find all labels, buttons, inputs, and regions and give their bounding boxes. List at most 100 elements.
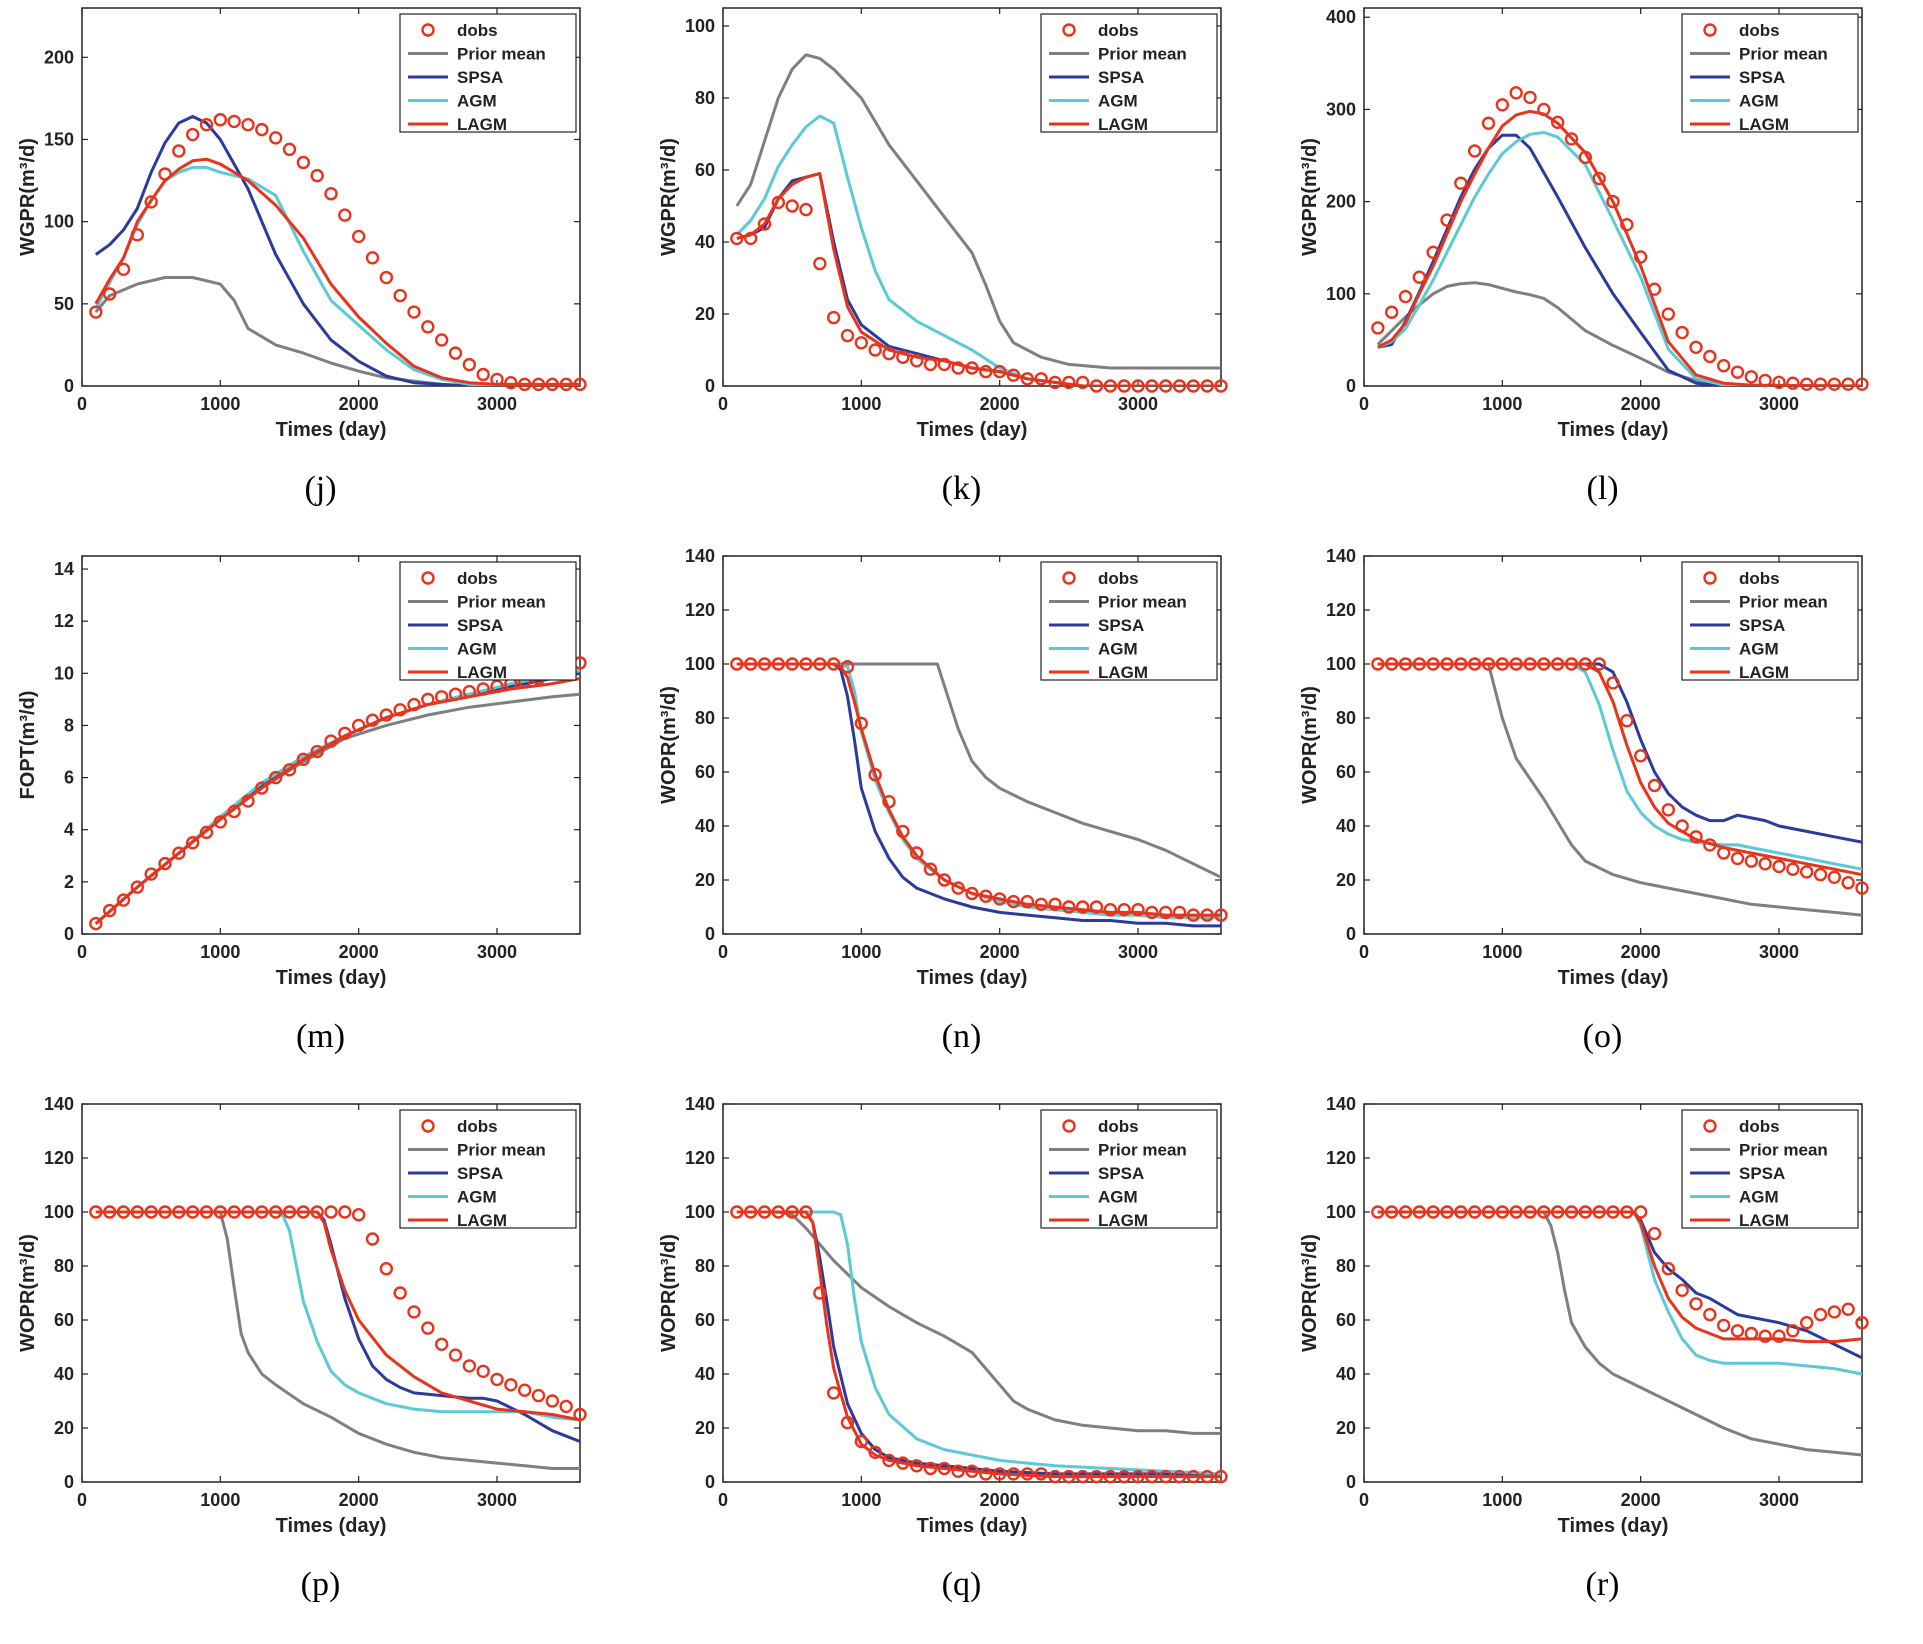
dobs-point (116, 1205, 131, 1219)
dobs-point (1426, 1205, 1440, 1219)
dobs-point (937, 1461, 952, 1476)
y-tick-label: 80 (1336, 708, 1356, 728)
y-tick-label: 40 (54, 1364, 74, 1384)
dobs-point (992, 1467, 1007, 1481)
dobs-point (365, 713, 380, 727)
dobs-point (1412, 1205, 1427, 1219)
chart-panel: 0 1000 2000 3000 0 2 4 6 8 10 12 14 ×10⁵ Times (day) F… (0, 548, 641, 1096)
dobs-point (965, 886, 979, 901)
dobs-point (1716, 359, 1731, 373)
dobs-point (1062, 1469, 1076, 1484)
legend-dobs-marker (1062, 571, 1076, 585)
dobs-point (1647, 1226, 1662, 1241)
y-tick-label: 140 (1326, 1096, 1356, 1114)
dobs-point (1661, 803, 1676, 817)
dobs-point (1186, 379, 1201, 393)
dobs-point (379, 270, 394, 285)
dobs-point (937, 357, 952, 372)
dobs-point (324, 1205, 338, 1219)
y-tick-label: 40 (1336, 816, 1356, 836)
legend-dobs-marker (421, 571, 435, 585)
dobs-point (951, 881, 965, 895)
dobs-point (1592, 1205, 1606, 1219)
series-line-lagm (736, 172, 1221, 386)
dobs-point (407, 1305, 421, 1319)
dobs-point (813, 657, 827, 671)
dobs-point (1200, 379, 1214, 393)
dobs-point (158, 1205, 172, 1219)
dobs-point (1799, 865, 1814, 879)
series-line-prior-mean (736, 662, 1221, 879)
chart-panel: 0 1000 2000 3000 0 20 40 60 80 100 120 140 Times (da… (0, 1096, 641, 1644)
chart-svg: 0 1000 2000 3000 0 20 40 60 80 100 120 140 Times (da… (658, 1096, 1228, 1537)
x-axis-label: Times (day) (1558, 1515, 1669, 1537)
x-tick-label: 0 (77, 1490, 87, 1510)
series-line-lagm (736, 1210, 1221, 1479)
dobs-point (1103, 1469, 1118, 1484)
y-tick-label: 60 (54, 1310, 74, 1330)
legend-label: Prior mean (1098, 1141, 1187, 1160)
legend-label: Prior mean (1098, 593, 1187, 612)
dobs-point (951, 1464, 965, 1478)
dobs-point (1550, 115, 1565, 130)
y-tick-label: 20 (54, 1418, 74, 1438)
dobs-point (1786, 376, 1800, 390)
dobs-point (130, 1205, 145, 1219)
dobs-point (1813, 377, 1828, 391)
dobs-point (365, 251, 380, 265)
dobs-point (476, 1364, 490, 1378)
dobs-point (1384, 305, 1399, 319)
dobs-point (1426, 245, 1440, 260)
dobs-point (89, 916, 103, 931)
legend-label: dobs (1739, 21, 1780, 40)
legend-box (1681, 1109, 1859, 1229)
y-tick-label: 0 (1346, 376, 1356, 396)
legend-label: AGM (457, 640, 497, 659)
dobs-point (1006, 1467, 1021, 1481)
dobs-point (268, 770, 283, 785)
series-line-lagm (1377, 109, 1862, 386)
panel-caption: (p) (300, 1566, 341, 1603)
y-axis-label: WOPR(m³/d) (658, 1234, 680, 1352)
dobs-point (1145, 1469, 1159, 1484)
dobs-point (448, 1348, 463, 1362)
dobs-point (1371, 321, 1385, 335)
dobs-point (1020, 1467, 1035, 1481)
panel-caption: (k) (941, 470, 982, 507)
dobs-point (799, 657, 813, 671)
panel-caption: (j) (304, 470, 337, 507)
dobs-point (116, 893, 131, 907)
dobs-point (896, 1456, 910, 1470)
dobs-point (1075, 375, 1090, 390)
dobs-point (979, 364, 993, 379)
x-axis-label: Times (day) (276, 1515, 387, 1537)
dobs-point (1592, 657, 1606, 671)
dobs-point (434, 333, 449, 347)
dobs-point (1772, 375, 1786, 390)
dobs-point (324, 734, 338, 748)
dobs-point (923, 1461, 938, 1476)
dobs-point (1467, 1205, 1482, 1219)
dobs-point (199, 117, 214, 132)
dobs-point (490, 372, 504, 387)
x-axis-label: Times (day) (276, 967, 387, 989)
dobs-point (965, 1464, 979, 1478)
dobs-point (882, 794, 896, 809)
y-tick-label: 120 (685, 1148, 715, 1168)
y-tick-label: 80 (54, 1256, 74, 1276)
legend-label: SPSA (457, 68, 503, 87)
dobs-point (1758, 857, 1772, 871)
panel-caption: (l) (1586, 470, 1619, 507)
legend-label: dobs (1739, 1117, 1780, 1136)
dobs-point (393, 703, 407, 717)
x-tick-label: 2000 (980, 394, 1020, 414)
dobs-point (1384, 657, 1399, 671)
dobs-point (504, 376, 518, 390)
dobs-point (854, 1434, 869, 1449)
dobs-point (1440, 1205, 1454, 1219)
x-tick-label: 2000 (980, 942, 1020, 962)
y-tick-label: 0 (705, 376, 715, 396)
y-tick-label: 60 (1336, 1310, 1356, 1330)
y-tick-label: 100 (1326, 284, 1356, 304)
x-tick-label: 3000 (477, 942, 517, 962)
